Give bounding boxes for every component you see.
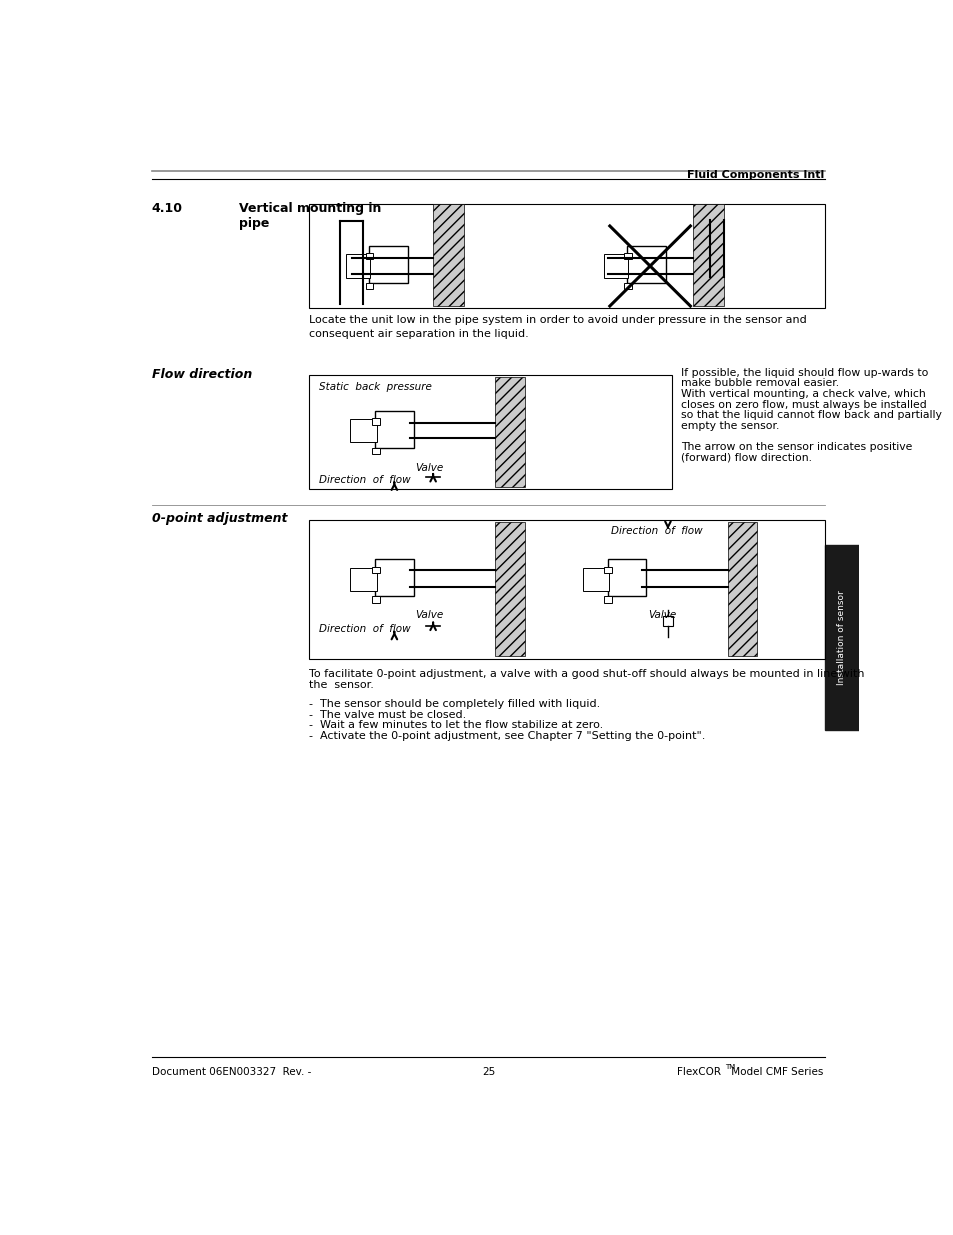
Bar xyxy=(365,253,373,259)
Text: -  The sensor should be completely filled with liquid.: - The sensor should be completely filled… xyxy=(309,699,599,709)
Text: If possible, the liquid should flow up-wards to: If possible, the liquid should flow up-w… xyxy=(680,368,927,378)
Text: Valve: Valve xyxy=(415,610,443,620)
Text: Direction  of  flow: Direction of flow xyxy=(611,526,702,536)
Text: Fluid Components Intl: Fluid Components Intl xyxy=(686,170,823,180)
Text: make bubble removal easier.: make bubble removal easier. xyxy=(680,378,839,388)
Text: (forward) flow direction.: (forward) flow direction. xyxy=(680,453,811,463)
Text: 4.10: 4.10 xyxy=(152,203,183,215)
Text: Direction  of  flow: Direction of flow xyxy=(319,475,411,485)
Bar xyxy=(626,246,665,283)
Text: Valve: Valve xyxy=(415,463,443,473)
Text: Direction  of  flow: Direction of flow xyxy=(319,625,411,635)
Text: so that the liquid cannot flow back and partially: so that the liquid cannot flow back and … xyxy=(680,410,941,420)
Text: Flow direction: Flow direction xyxy=(152,368,252,380)
Bar xyxy=(727,521,757,656)
Bar xyxy=(823,545,858,730)
Bar xyxy=(604,597,612,603)
Text: Document 06EN003327  Rev. -: Document 06EN003327 Rev. - xyxy=(152,1067,311,1077)
Text: Model CMF Series: Model CMF Series xyxy=(727,1067,822,1077)
Text: Vertical mounting in
pipe: Vertical mounting in pipe xyxy=(239,203,381,230)
Bar xyxy=(309,204,823,308)
Text: FlexCOR: FlexCOR xyxy=(677,1067,720,1077)
Text: -  Activate the 0-point adjustment, see Chapter 7 "Setting the 0-point".: - Activate the 0-point adjustment, see C… xyxy=(309,731,705,741)
Bar xyxy=(603,254,628,278)
Text: -  The valve must be closed.: - The valve must be closed. xyxy=(309,710,466,720)
Bar xyxy=(662,616,673,626)
Bar xyxy=(365,283,373,289)
Bar xyxy=(604,567,612,573)
Bar xyxy=(495,521,524,656)
Bar xyxy=(607,559,645,597)
Bar xyxy=(372,597,379,603)
Bar xyxy=(372,448,379,454)
Bar xyxy=(350,568,376,592)
Bar xyxy=(623,253,631,259)
Text: Static  back  pressure: Static back pressure xyxy=(319,382,432,391)
Bar xyxy=(372,567,379,573)
Text: Locate the unit low in the pipe system in order to avoid under pressure in the s: Locate the unit low in the pipe system i… xyxy=(309,315,806,340)
Bar xyxy=(350,419,376,442)
Bar xyxy=(623,283,631,289)
Text: TM: TM xyxy=(724,1063,735,1070)
Bar xyxy=(375,559,414,597)
Text: closes on zero flow, must always be installed: closes on zero flow, must always be inst… xyxy=(680,400,926,410)
Bar xyxy=(692,205,723,306)
Text: -  Wait a few minutes to let the flow stabilize at zero.: - Wait a few minutes to let the flow sta… xyxy=(309,720,602,730)
Bar xyxy=(375,411,414,448)
Text: Installation of sensor: Installation of sensor xyxy=(836,590,845,684)
Bar xyxy=(495,377,524,487)
Bar xyxy=(372,419,379,425)
Text: The arrow on the sensor indicates positive: The arrow on the sensor indicates positi… xyxy=(680,442,911,452)
Text: empty the sensor.: empty the sensor. xyxy=(680,421,779,431)
Text: Valve: Valve xyxy=(647,610,676,620)
Bar xyxy=(582,568,608,592)
Bar xyxy=(309,375,671,489)
Bar xyxy=(433,205,464,306)
Text: 25: 25 xyxy=(482,1067,495,1077)
Bar xyxy=(309,520,823,658)
Bar xyxy=(345,254,370,278)
Text: To facilitate 0-point adjustment, a valve with a good shut-off should always be : To facilitate 0-point adjustment, a valv… xyxy=(309,669,863,679)
Text: 0-point adjustment: 0-point adjustment xyxy=(152,513,287,525)
Text: the  sensor.: the sensor. xyxy=(309,680,374,690)
Text: With vertical mounting, a check valve, which: With vertical mounting, a check valve, w… xyxy=(680,389,925,399)
Bar xyxy=(369,246,407,283)
